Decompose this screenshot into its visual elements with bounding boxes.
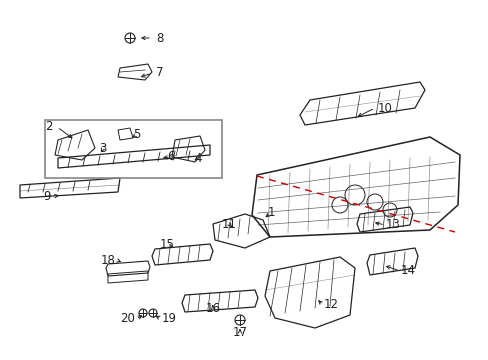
Text: 19: 19 [161,312,176,325]
Text: 16: 16 [205,302,220,315]
Text: 13: 13 [385,219,400,231]
Text: 17: 17 [232,327,247,339]
Text: 3: 3 [99,141,106,154]
Text: 15: 15 [159,238,174,252]
Text: 10: 10 [377,102,392,114]
Text: 14: 14 [400,265,415,278]
Text: 11: 11 [221,217,236,230]
Text: 12: 12 [323,298,338,311]
Text: 2: 2 [45,121,53,134]
Text: 8: 8 [156,31,163,45]
Text: 5: 5 [133,127,141,140]
Text: 6: 6 [167,150,174,163]
Text: 18: 18 [101,253,115,266]
Text: 9: 9 [43,189,51,202]
Text: 20: 20 [121,312,135,325]
Text: 7: 7 [156,67,163,80]
Text: 1: 1 [267,207,274,220]
Text: 4: 4 [194,152,202,165]
